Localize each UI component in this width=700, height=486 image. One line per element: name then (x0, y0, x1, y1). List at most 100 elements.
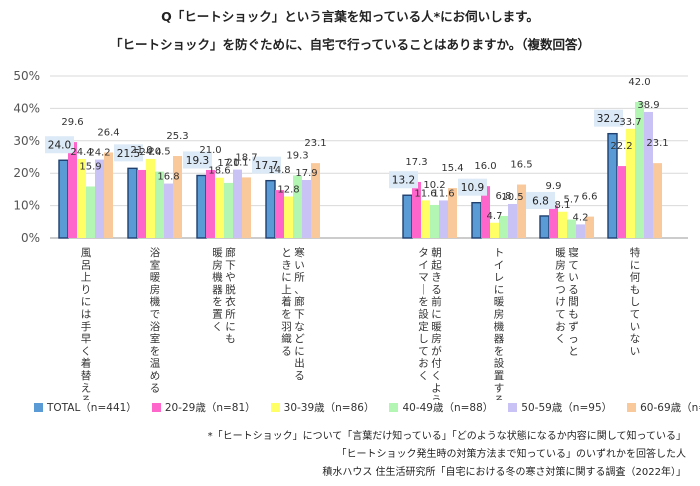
category-label-char: レ (494, 272, 505, 284)
value-label: 6.8 (496, 191, 512, 202)
bar (137, 169, 146, 238)
category-label-char: 上 (81, 272, 92, 284)
legend-label: 60-69歳（n=91） (640, 402, 700, 414)
total-label-box (458, 178, 487, 196)
category-label-char: イ (418, 259, 429, 271)
category-label-char: り (81, 284, 92, 296)
category-label-char: 暖 (431, 320, 442, 333)
category-label-char: を (418, 296, 429, 308)
category-label-char: 手 (81, 320, 92, 333)
bar (215, 177, 224, 238)
bar (558, 211, 567, 238)
value-label: 15.4 (441, 163, 463, 174)
bar (275, 190, 284, 238)
bar (549, 205, 558, 238)
bar (127, 167, 138, 239)
value-label: 16.0 (474, 161, 496, 172)
category-label-char: 何 (630, 271, 641, 284)
bar (265, 179, 276, 239)
category-label-char: つ (555, 284, 566, 296)
category-label-char: 起 (431, 259, 442, 271)
value-label: 12.8 (277, 185, 299, 196)
bar (585, 216, 594, 238)
category-label-char: お (555, 321, 566, 333)
category-label-char: 脱 (225, 283, 236, 296)
category-label-char: 寒 (294, 246, 305, 259)
legend-label: 20-29歳（n=81） (164, 402, 256, 414)
category-label-char: て (418, 345, 429, 357)
bar (311, 163, 320, 238)
value-label: 19.3 (186, 155, 209, 167)
value-label: 21.0 (199, 145, 221, 156)
category-label-char: 浴 (150, 247, 161, 259)
bar (155, 171, 164, 238)
bar (293, 175, 302, 238)
category-label-char: 所 (225, 309, 236, 321)
category-label-char: 房 (150, 283, 161, 296)
value-label: 10.9 (461, 182, 484, 194)
category-label-char: 浴 (150, 321, 161, 333)
value-label: 6.8 (532, 195, 549, 207)
bar (481, 186, 490, 238)
bar (146, 158, 155, 238)
category-label-char: 房 (212, 258, 223, 271)
category-label-char: ず (568, 321, 579, 333)
category-label-char: 設 (494, 357, 505, 370)
value-label: 15.9 (79, 161, 101, 172)
category-label-char: 廊 (294, 295, 305, 308)
bar (490, 222, 499, 238)
category-label-char: く (81, 345, 92, 357)
value-label: 17.0 (217, 158, 239, 169)
legend-item: 40-49歳（n=88） (389, 400, 493, 415)
footnote-1: *「ヒートショック」について「言葉だけ知っている」「どのような状態になるか内容に… (207, 431, 686, 442)
legend-swatch (389, 403, 399, 412)
bar (508, 203, 517, 238)
chart-title-line-1: Q「ヒートショック」という言葉を知っている人*にお伺いします。 (161, 9, 539, 24)
category-label-char: 房 (555, 258, 566, 271)
value-label: 20.5 (148, 147, 170, 158)
bar (567, 219, 576, 238)
value-label: 14.8 (268, 165, 290, 176)
value-label: 24.2 (88, 148, 110, 159)
category-label-char: 下 (294, 309, 305, 321)
bar (77, 158, 86, 238)
legend-item: 30-39歳（n=86） (270, 400, 374, 415)
category-label-char: て (555, 309, 566, 321)
category-label-char: 暖 (212, 246, 223, 259)
bar (95, 159, 104, 238)
category-label-char: け (555, 296, 566, 308)
category-label-char: 器 (494, 333, 505, 345)
bar (644, 111, 653, 238)
category-label-char: す (494, 382, 505, 394)
total-label-box (114, 144, 143, 162)
chart-legend: TOTAL（n=441） 20-29歳（n=81） 30-39歳（n=86） 40-4… (34, 400, 700, 415)
footnote-2: 「ヒートショック発生時の対策方法まで知っている」のいずれかを回答した人 (336, 449, 687, 460)
category-label-char: 温 (150, 358, 161, 370)
category-label-char: で (150, 309, 161, 321)
category-label-char: 前 (431, 295, 442, 308)
value-label: 21.0 (130, 145, 152, 156)
bar (68, 142, 77, 238)
category-label-char: ど (294, 333, 305, 345)
category-label-char: に (431, 309, 442, 321)
value-label: 24.4 (139, 147, 161, 158)
category-label-char: 衣 (225, 295, 236, 308)
category-label-char: お (418, 358, 429, 370)
value-label: 42.0 (628, 77, 650, 88)
category-label-char: 呂 (81, 259, 92, 271)
category-label-char: 置 (494, 370, 505, 382)
category-label-char: 下 (225, 259, 236, 271)
bar (242, 177, 251, 238)
category-label-char: は (81, 309, 92, 321)
bar (471, 201, 482, 239)
legend-item: 20-29歳（n=81） (151, 400, 256, 415)
category-label-char: を (150, 345, 161, 357)
y-tick-label: 20% (13, 166, 40, 180)
y-tick-label: 0% (21, 231, 40, 245)
value-label: 33.7 (619, 117, 641, 128)
category-label-char: う (431, 395, 442, 400)
category-label-char: 暖 (494, 295, 505, 308)
category-label-char: い (630, 321, 641, 333)
bar (196, 174, 207, 239)
category-label-char: も (225, 333, 236, 345)
